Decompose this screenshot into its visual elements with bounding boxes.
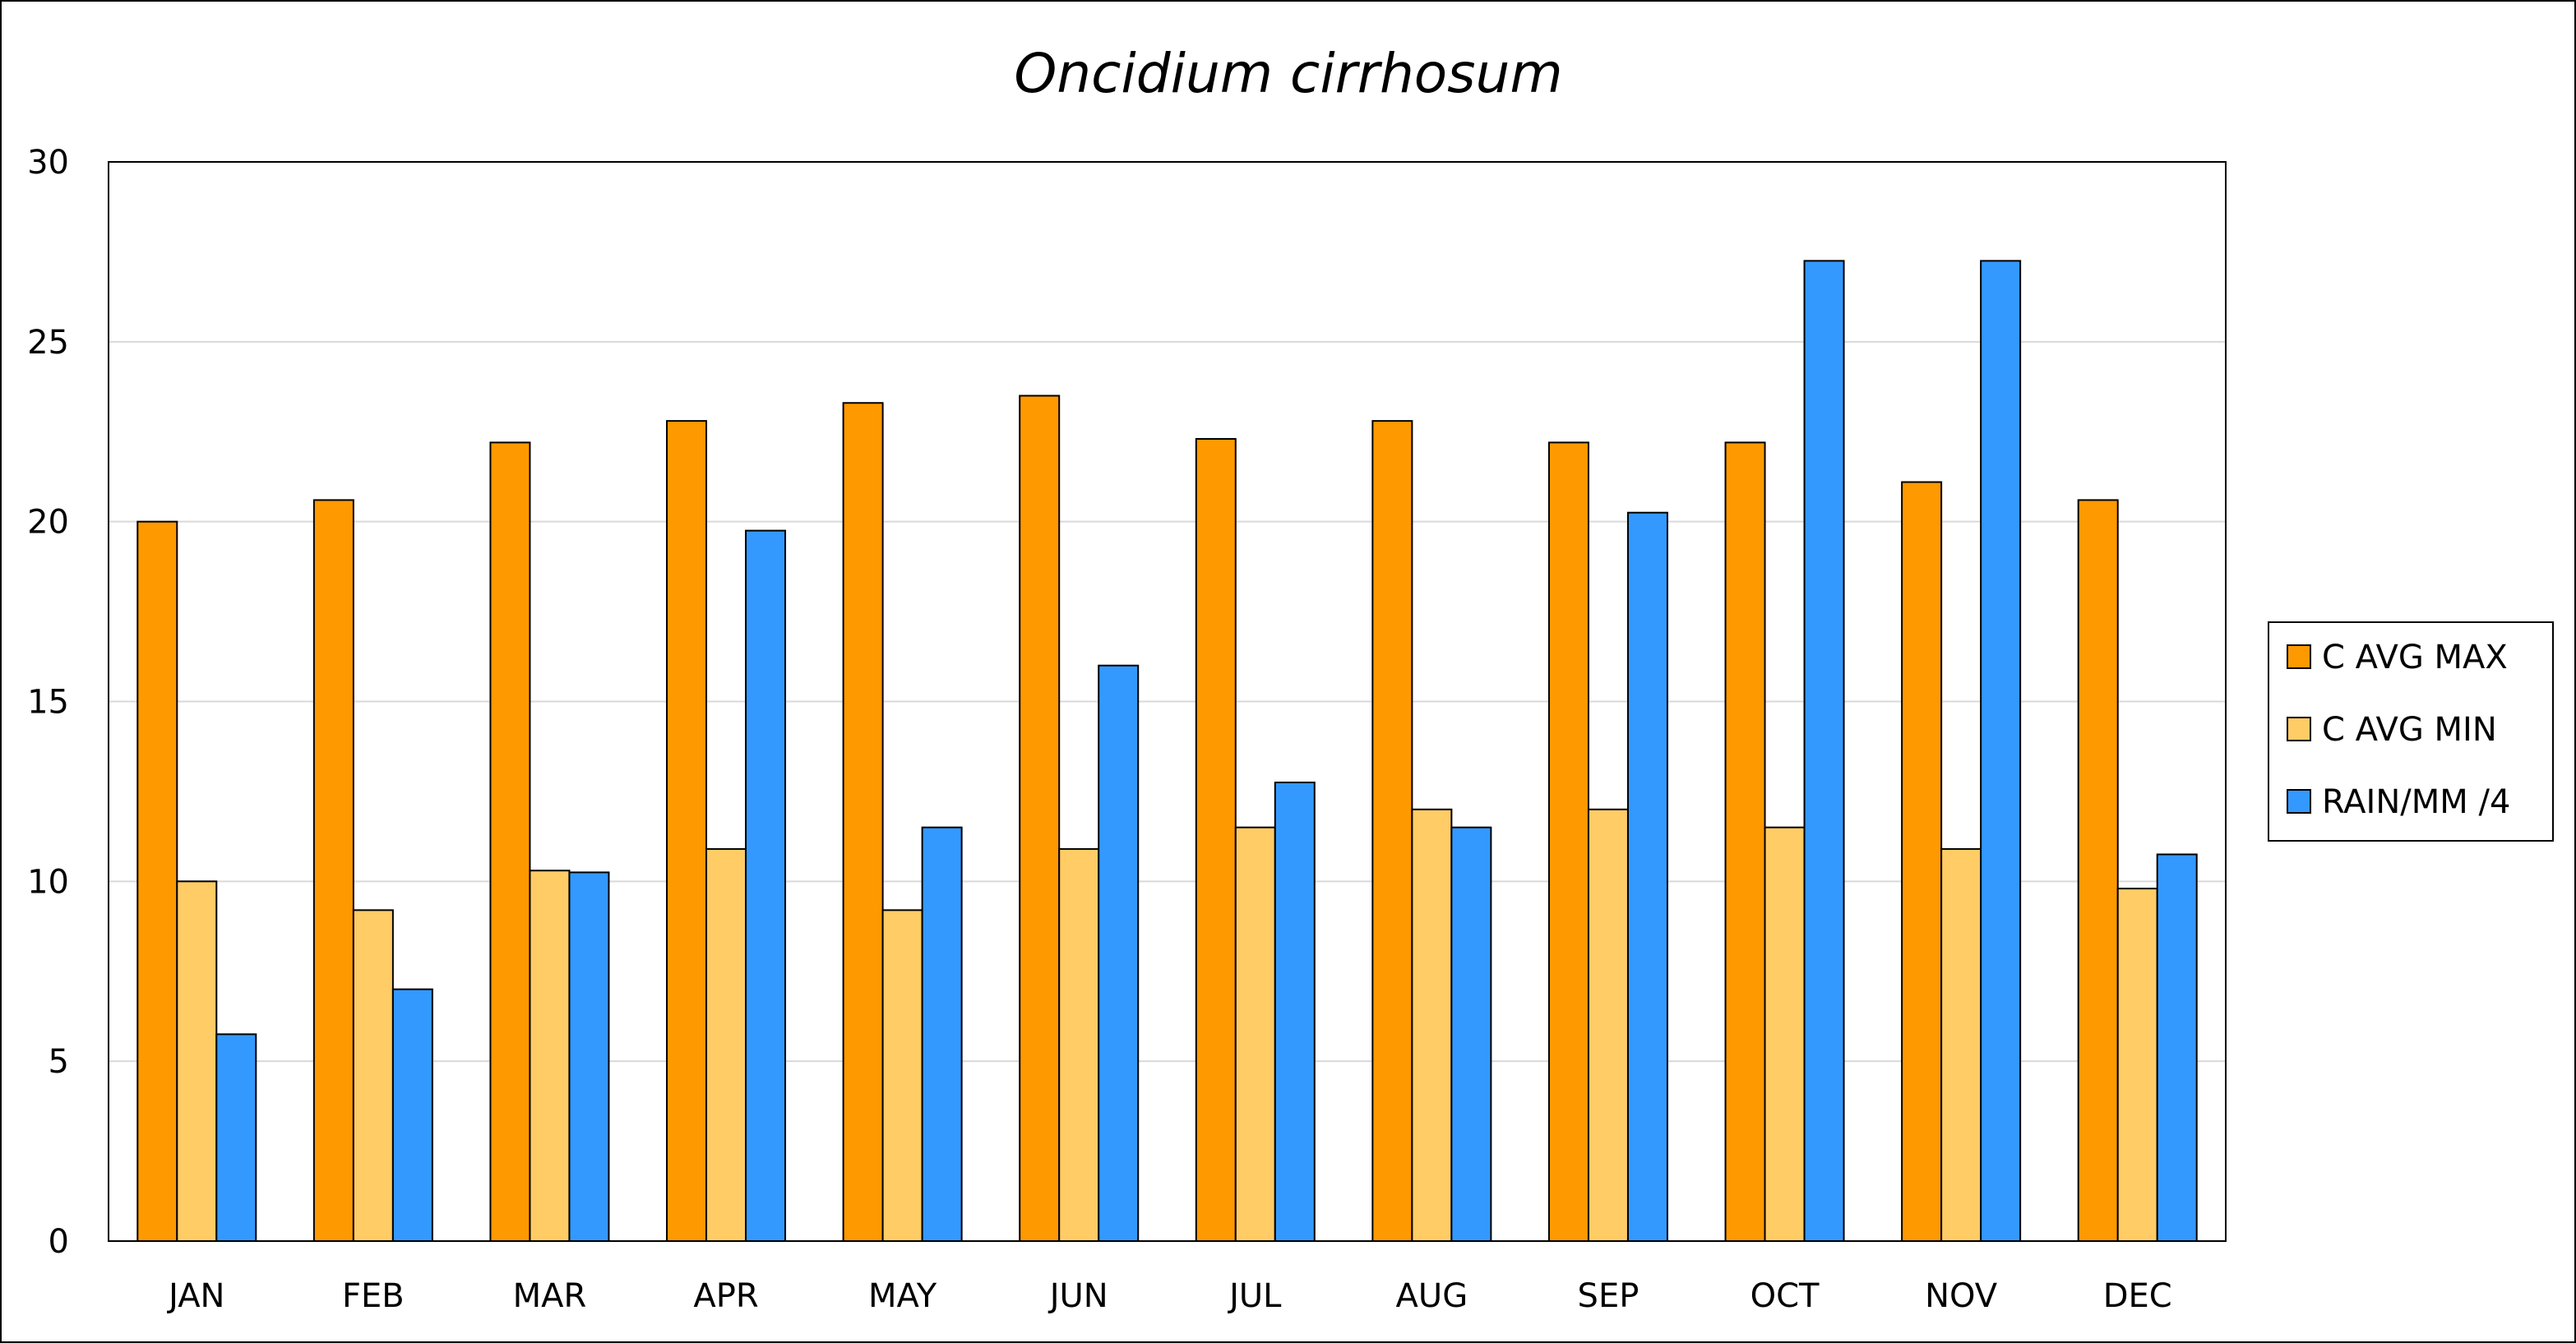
bar-rain-mm-4-apr: [745, 529, 787, 1242]
x-tick-label: OCT: [1750, 1277, 1820, 1315]
legend-label: C AVG MIN: [2322, 711, 2497, 749]
legend-swatch: [2287, 717, 2311, 741]
bar-rain-mm-4-mar: [568, 871, 610, 1243]
bar-rain-mm-4-oct: [1803, 260, 1845, 1243]
x-tick-label: SEP: [1578, 1277, 1639, 1315]
bars-layer: [136, 260, 2198, 1243]
bar-c-avg-min-mar: [529, 870, 571, 1243]
chart-title: Oncidium cirrhosum: [1014, 42, 1562, 105]
x-tick-label: JAN: [166, 1277, 224, 1315]
bar-rain-mm-4-jan: [215, 1033, 257, 1243]
bar-c-avg-min-jul: [1234, 826, 1276, 1243]
x-tick-label: DEC: [2103, 1277, 2172, 1315]
bar-c-avg-min-dec: [2116, 888, 2158, 1242]
y-tick-label: 15: [27, 684, 69, 722]
bar-c-avg-min-apr: [705, 847, 747, 1243]
bar-rain-mm-4-feb: [391, 988, 433, 1242]
x-tick-label: AUG: [1396, 1277, 1468, 1315]
bar-c-avg-max-sep: [1547, 441, 1589, 1242]
y-tick-label: 30: [27, 144, 69, 182]
legend-box: [2268, 621, 2554, 842]
bar-c-avg-max-nov: [1901, 481, 1943, 1242]
bar-c-avg-max-jun: [1019, 395, 1061, 1243]
bar-c-avg-min-may: [881, 909, 923, 1242]
bar-c-avg-min-sep: [1587, 808, 1629, 1242]
plot-area-frame: [108, 161, 2227, 1242]
bar-rain-mm-4-nov: [1980, 260, 2022, 1243]
legend-swatch: [2287, 789, 2311, 814]
bar-c-avg-min-oct: [1764, 826, 1806, 1243]
y-tick-label: 10: [27, 863, 69, 901]
legend: C AVG MAX C AVG MIN RAIN/MM /4: [2268, 621, 2554, 842]
bar-c-avg-max-jan: [136, 520, 178, 1242]
bar-c-avg-max-mar: [489, 441, 531, 1242]
y-axis: 0 5 10 15 20 25 30: [27, 144, 69, 1261]
bar-rain-mm-4-jul: [1274, 781, 1316, 1242]
y-tick-label: 0: [49, 1223, 69, 1261]
bar-c-avg-max-jul: [1195, 438, 1237, 1242]
x-tick-label: APR: [693, 1277, 758, 1315]
bar-rain-mm-4-jun: [1098, 664, 1140, 1242]
y-tick-label: 25: [27, 324, 69, 362]
legend-label: C AVG MAX: [2322, 639, 2508, 676]
bar-rain-mm-4-sep: [1626, 511, 1668, 1242]
legend-swatch: [2287, 644, 2311, 669]
x-tick-label: MAY: [868, 1277, 937, 1315]
bar-c-avg-min-aug: [1411, 808, 1453, 1242]
legend-label: RAIN/MM /4: [2322, 783, 2510, 821]
bar-rain-mm-4-may: [921, 826, 963, 1243]
x-tick-label: JUL: [1227, 1277, 1282, 1315]
x-tick-label: NOV: [1925, 1277, 1998, 1315]
bar-c-avg-min-feb: [352, 909, 394, 1242]
bar-c-avg-max-may: [842, 402, 884, 1242]
x-tick-label: MAR: [513, 1277, 587, 1315]
y-tick-label: 20: [27, 504, 69, 542]
x-axis: JAN FEB MAR APR MAY JUN JUL AUG SEP OCT NOV DEC: [166, 1277, 2172, 1315]
y-tick-label: 5: [49, 1043, 69, 1081]
bar-c-avg-max-dec: [2077, 499, 2119, 1242]
bar-c-avg-max-feb: [312, 499, 354, 1242]
bar-c-avg-min-jan: [176, 880, 218, 1243]
bar-c-avg-max-oct: [1724, 441, 1766, 1242]
bar-c-avg-min-nov: [1940, 847, 1982, 1243]
x-tick-label: FEB: [342, 1277, 405, 1315]
grid-layer: [109, 340, 2226, 1063]
bar-c-avg-max-aug: [1371, 420, 1413, 1242]
bar-rain-mm-4-aug: [1450, 826, 1492, 1243]
bar-c-avg-min-jun: [1058, 847, 1100, 1243]
x-tick-label: JUN: [1048, 1277, 1108, 1315]
bar-c-avg-max-apr: [666, 420, 708, 1242]
bar-rain-mm-4-dec: [2156, 853, 2198, 1242]
